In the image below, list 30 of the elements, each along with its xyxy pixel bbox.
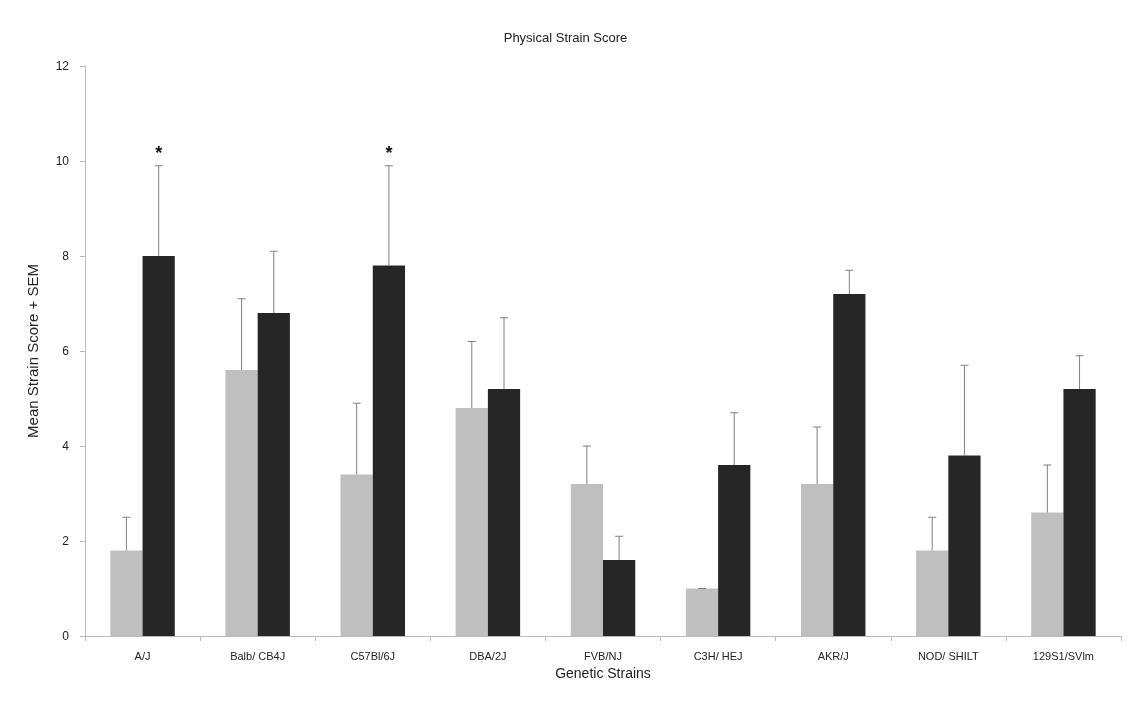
x-tick-label: C3H/ HEJ bbox=[693, 649, 743, 662]
x-tick-label: 129S1/SVlm bbox=[1032, 649, 1095, 662]
x-tick-label: DBA/2J bbox=[469, 649, 507, 662]
x-tick-label: NOD/ SHILT bbox=[917, 649, 980, 662]
chart-title: Physical Strain Score bbox=[503, 30, 628, 45]
y-tick-label: 8 bbox=[62, 249, 70, 263]
bar bbox=[948, 455, 981, 636]
bar bbox=[372, 265, 406, 636]
bar bbox=[142, 256, 175, 636]
y-tick-label: 0 bbox=[62, 629, 70, 643]
bar bbox=[718, 465, 751, 636]
x-tick-label: C57Bl/6J bbox=[350, 649, 396, 662]
bar bbox=[487, 389, 521, 636]
bar bbox=[603, 560, 636, 636]
x-tick-label: Balb/ CB4J bbox=[230, 649, 286, 662]
y-axis-title: Mean Strain Score + SEM bbox=[24, 264, 41, 438]
bar bbox=[1063, 389, 1096, 636]
annotation: * bbox=[155, 142, 163, 163]
annotation: * bbox=[385, 142, 393, 163]
y-tick-label: 10 bbox=[55, 154, 70, 168]
y-tick-label: 2 bbox=[62, 534, 70, 548]
y-tick-label: 6 bbox=[62, 344, 70, 358]
y-tick-label: 4 bbox=[62, 439, 70, 453]
bar bbox=[833, 294, 866, 636]
bar bbox=[257, 313, 290, 636]
x-tick-label: AKR/J bbox=[817, 649, 849, 662]
x-tick-label: FVB/NJ bbox=[584, 649, 622, 662]
y-tick-label: 12 bbox=[55, 59, 70, 73]
x-tick-label: A/J bbox=[134, 649, 151, 662]
x-axis-title: Genetic Strains bbox=[555, 665, 651, 681]
